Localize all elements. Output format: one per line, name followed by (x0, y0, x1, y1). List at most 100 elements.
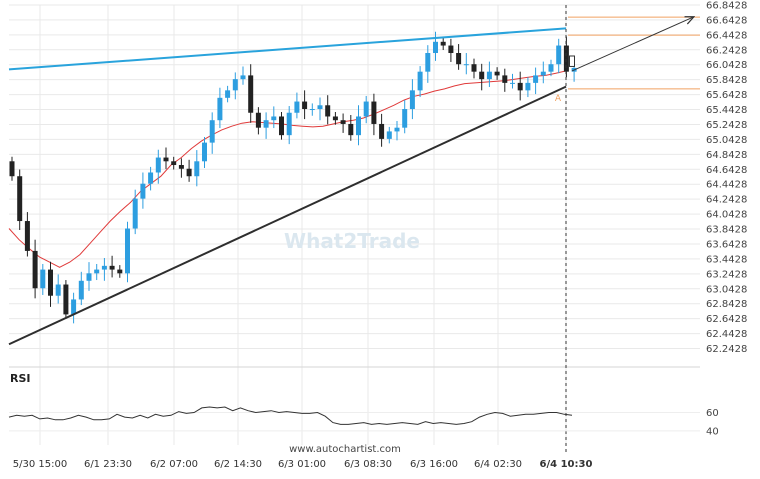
candle-body (40, 269, 46, 289)
candle-body (356, 116, 361, 136)
candle-body (94, 269, 100, 274)
projection-arrow (571, 17, 693, 72)
candle-body (255, 112, 261, 128)
rsi-tick-label: 40 (706, 426, 719, 437)
lower-support (8, 85, 567, 346)
candle-body (9, 161, 15, 177)
y-tick-label: 65.2428 (706, 120, 747, 131)
candle-body (417, 71, 423, 91)
candle-body (71, 299, 77, 315)
y-tick-label: 62.6428 (706, 314, 747, 325)
candle-body (386, 131, 392, 139)
candle-body (132, 198, 138, 229)
candle-body (440, 41, 446, 46)
candle-body (540, 71, 546, 76)
candle-body (24, 221, 30, 251)
candle-body (240, 75, 246, 80)
x-tick-label: 6/3 16:00 (410, 459, 458, 470)
y-tick-label: 64.8428 (706, 150, 747, 161)
candle-body (225, 90, 231, 98)
y-tick-label: 62.2428 (706, 344, 747, 355)
candle-body (171, 161, 177, 166)
candle-body (433, 41, 438, 54)
y-tick-label: 65.0428 (706, 135, 747, 146)
candle-body (510, 82, 515, 84)
candle-body (463, 64, 469, 66)
y-tick-label: 63.2428 (706, 269, 747, 280)
x-tick-label: 6/4 10:30 (540, 459, 593, 470)
candle-body (332, 116, 338, 121)
candle-body (248, 75, 254, 113)
candle-body (125, 228, 130, 274)
candle-body (479, 71, 485, 80)
y-tick-label: 66.0428 (706, 60, 747, 71)
y-tick-label: 64.2428 (706, 195, 747, 206)
candle-body (556, 45, 562, 65)
candle-body (379, 123, 385, 139)
upper-resistance (8, 27, 567, 71)
candle-body (155, 157, 161, 173)
candle-body (533, 75, 539, 83)
candle-body (309, 109, 315, 111)
candle-body (302, 101, 308, 110)
y-tick-label: 66.4428 (706, 30, 747, 41)
candle-body (402, 109, 408, 128)
candle-body (456, 53, 462, 65)
candle-body (371, 101, 377, 124)
footer-credit: www.autochartist.com (289, 444, 401, 455)
candle-body (101, 265, 107, 270)
candle-body (148, 172, 154, 184)
candle-body (86, 273, 92, 281)
y-tick-label: 65.8428 (706, 75, 747, 86)
y-tick-label: 62.8428 (706, 299, 747, 310)
candle-body (471, 64, 477, 72)
rsi-label: RSI (10, 372, 31, 385)
y-tick-label: 66.8428 (706, 1, 747, 12)
candle-body (194, 161, 200, 177)
candle-body (294, 101, 300, 113)
candle-body (548, 64, 554, 72)
candle-body (78, 280, 84, 300)
candle-body (394, 127, 400, 132)
y-tick-label: 64.4428 (706, 180, 747, 191)
y-tick-label: 64.6428 (706, 165, 747, 176)
x-tick-label: 6/1 23:30 (84, 459, 132, 470)
y-tick-label: 66.6428 (706, 15, 747, 26)
y-tick-label: 63.8428 (706, 225, 747, 236)
candle-body (517, 82, 523, 91)
y-tick-label: 62.4428 (706, 329, 747, 340)
candle-body (263, 120, 269, 128)
x-tick-label: 6/3 01:00 (278, 459, 326, 470)
rsi-line (8, 406, 573, 425)
candle-body (409, 90, 415, 110)
candle-body (325, 105, 331, 117)
candle-body (109, 265, 115, 270)
y-tick-label: 64.0428 (706, 210, 747, 221)
pattern-marker: A (555, 94, 562, 104)
x-tick-label: 6/2 07:00 (150, 459, 198, 470)
watermark-text: What2Trade (284, 229, 420, 253)
candle-body (425, 53, 431, 72)
candle-body (202, 142, 207, 162)
candle-body (286, 112, 292, 136)
candle-body (494, 71, 500, 76)
candle-body (271, 116, 277, 121)
candle-body (563, 45, 569, 72)
x-tick-label: 6/4 02:30 (474, 459, 522, 470)
rsi-tick-label: 60 (706, 408, 719, 419)
candle-body (232, 79, 238, 91)
y-tick-label: 65.6428 (706, 90, 747, 101)
candle-body (63, 284, 69, 315)
y-tick-label: 65.4428 (706, 105, 747, 116)
candle-body (279, 116, 284, 136)
x-tick-label: 6/3 08:30 (344, 459, 392, 470)
x-tick-label: 5/30 15:00 (13, 459, 67, 470)
last-candle-box (569, 55, 575, 67)
candle-body (140, 183, 146, 199)
candle-body (186, 168, 192, 177)
candle-body (217, 97, 223, 121)
candle-body (117, 269, 123, 274)
candle-body (32, 250, 38, 289)
